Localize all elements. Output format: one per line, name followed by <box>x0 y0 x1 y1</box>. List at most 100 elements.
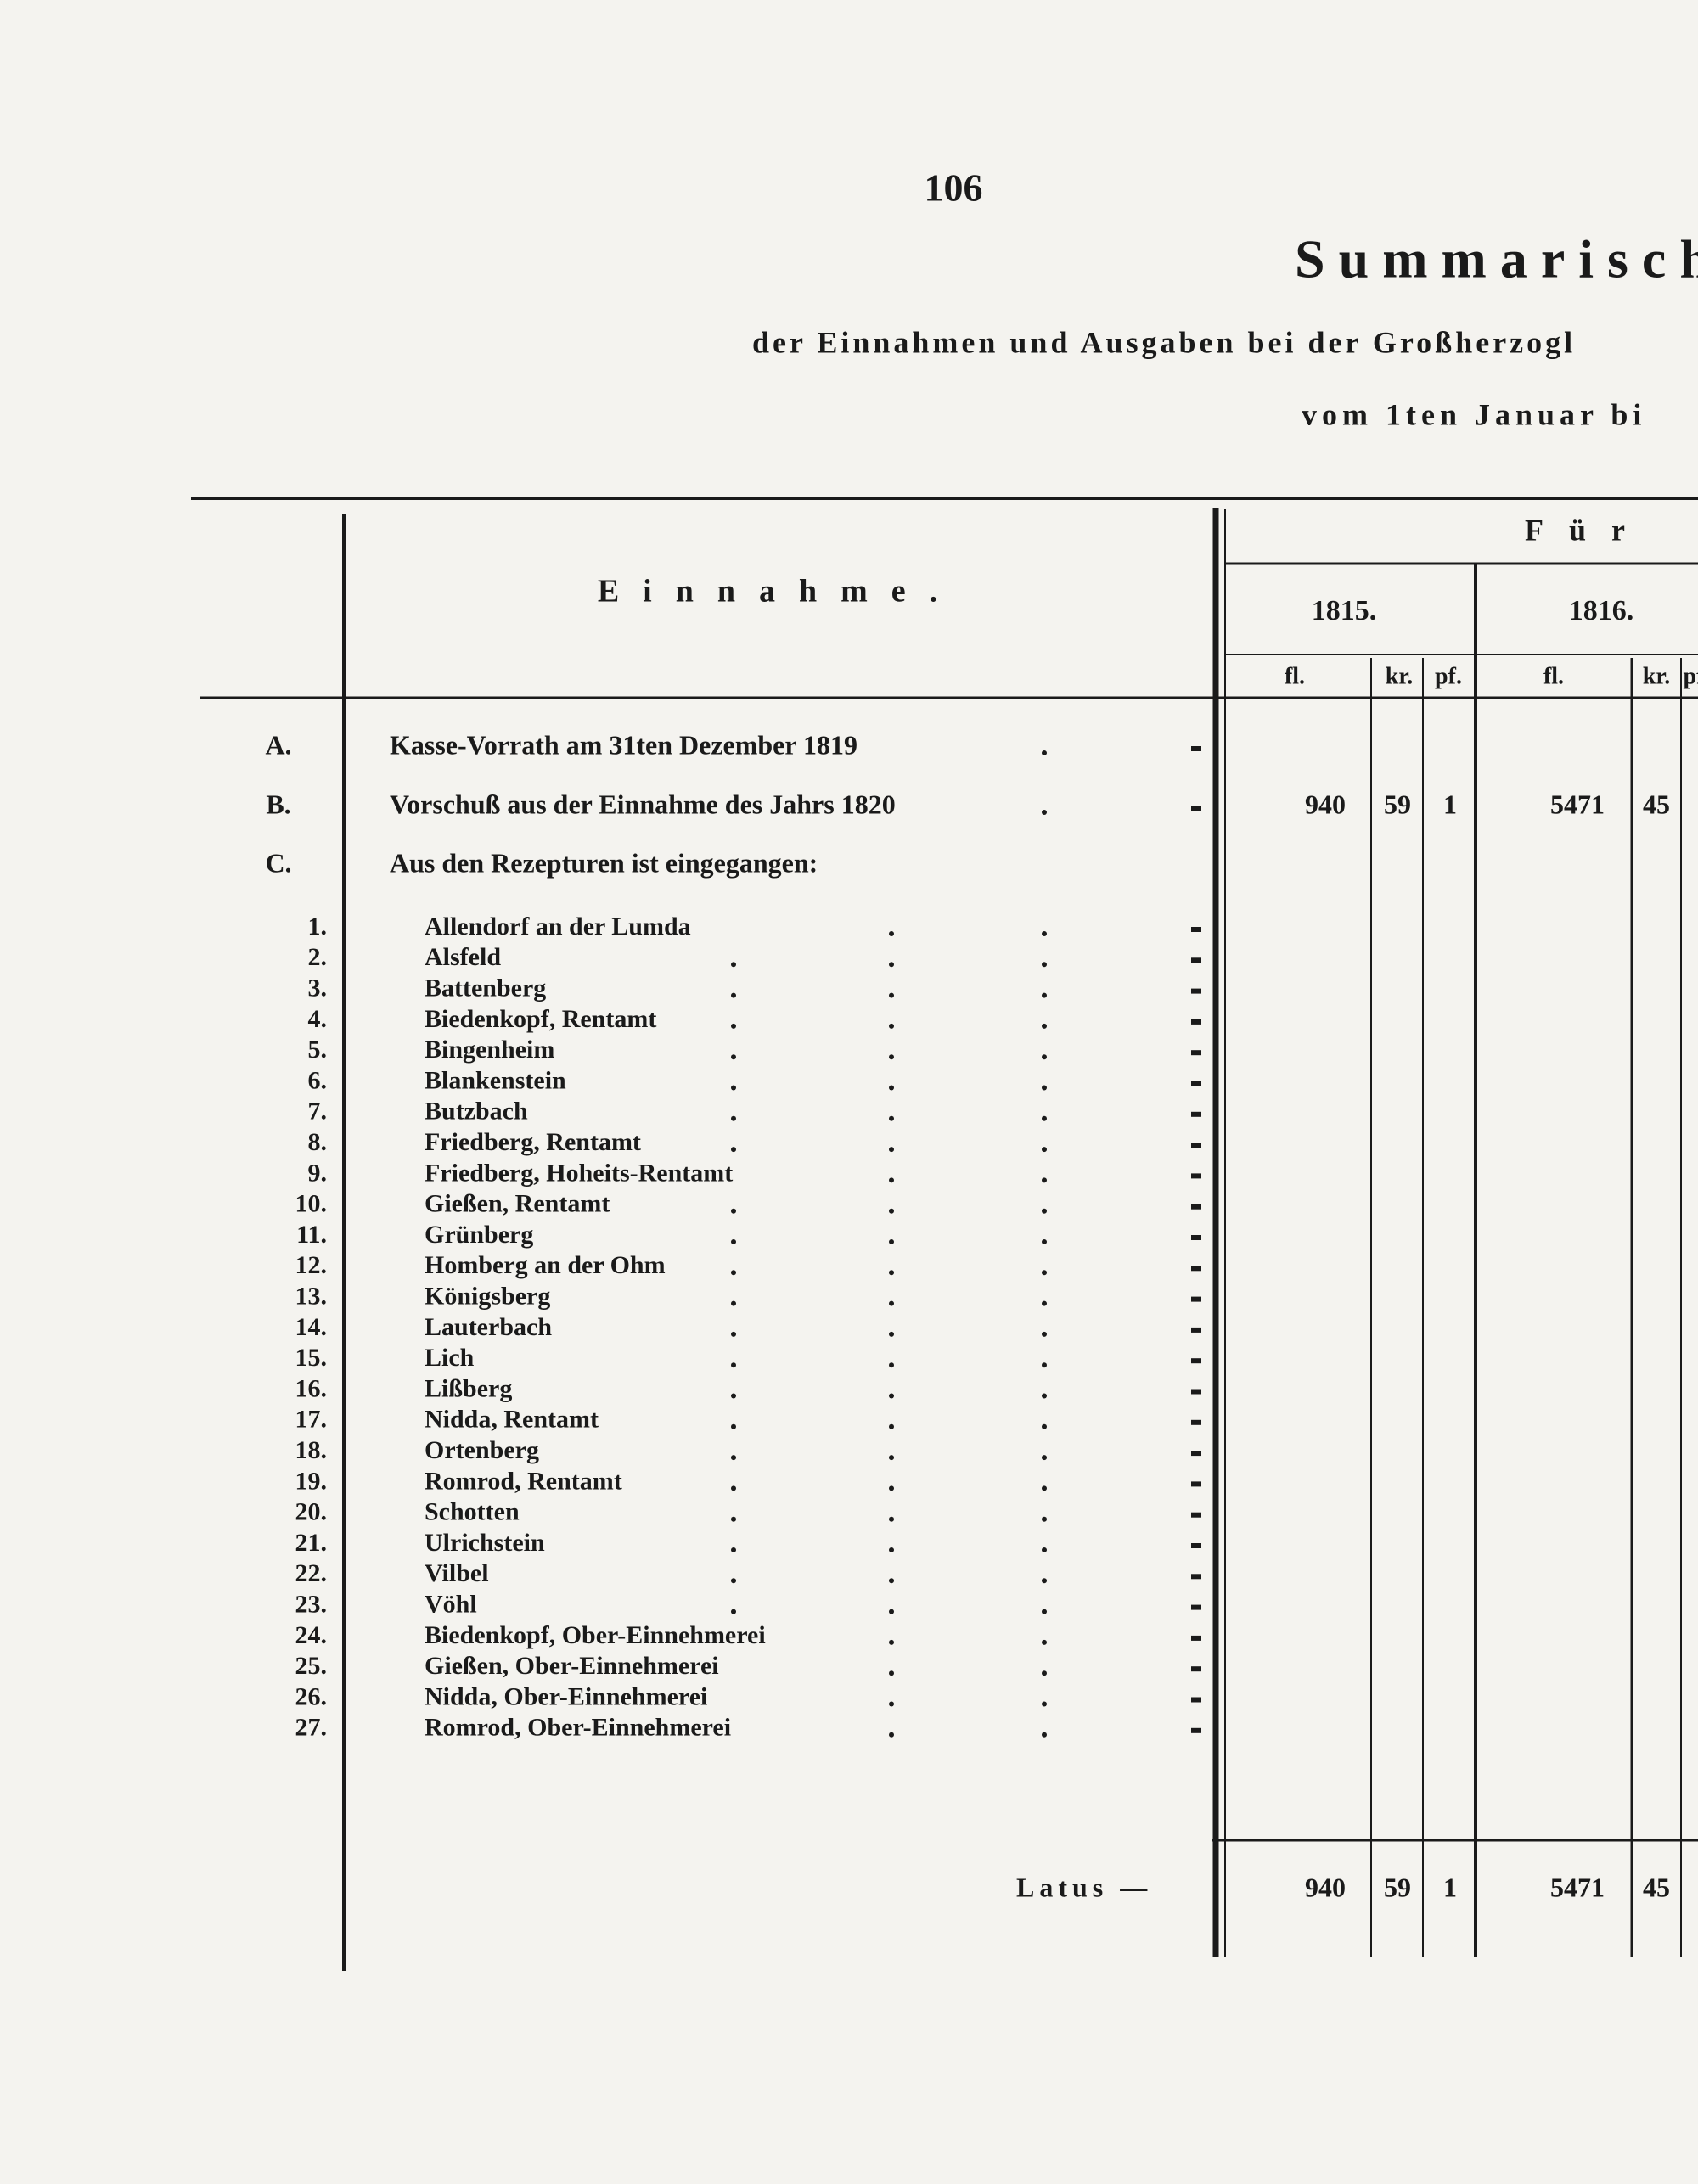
item-name: Lißberg <box>424 1374 512 1402</box>
item-number: 25. <box>295 1652 328 1680</box>
leader-dot <box>889 1516 894 1522</box>
leader-dot <box>1042 1393 1047 1399</box>
item-number: 27. <box>295 1714 328 1742</box>
amount: 45 <box>1643 1872 1670 1902</box>
leader-dot <box>889 1147 894 1153</box>
leader-dot <box>1042 1578 1047 1584</box>
ditto-mark <box>1191 1173 1201 1179</box>
ditto-mark <box>1191 1235 1201 1240</box>
leader-dot <box>731 1208 736 1214</box>
leader-dot <box>889 1023 894 1029</box>
page-number: 106 <box>925 166 983 210</box>
leader-dot <box>1042 1239 1047 1244</box>
item-name: Ortenberg <box>424 1436 539 1464</box>
ditto-mark <box>1191 1635 1201 1641</box>
leader-dot <box>731 1023 736 1029</box>
item-number: 11. <box>296 1221 327 1249</box>
ditto-mark <box>1191 1050 1201 1056</box>
unit-header: kr. <box>1386 663 1413 689</box>
amount: 5471 <box>1550 1872 1605 1902</box>
column-title: Einnahme. <box>598 574 961 609</box>
ditto-mark <box>1191 1512 1201 1518</box>
item-name: Ulrichstein <box>424 1529 545 1557</box>
leader-dot <box>889 1239 894 1244</box>
item-name: Gießen, Ober-Einnehmerei <box>424 1652 719 1680</box>
leader-dot <box>889 1701 894 1707</box>
leader-dot <box>1042 1085 1047 1091</box>
item-name: Grünberg <box>424 1221 533 1249</box>
leader-dot <box>889 1639 894 1645</box>
leader-dot <box>731 1054 736 1060</box>
leader-dot <box>731 1331 736 1337</box>
amount: 59 <box>1384 1872 1411 1902</box>
leader-dot <box>1042 1609 1047 1614</box>
leader-dot <box>1042 1208 1047 1214</box>
leader-dot <box>889 1054 894 1060</box>
amount: 940 <box>1305 789 1346 819</box>
unit-header: fl. <box>1543 663 1564 689</box>
year-header: 1816. <box>1569 595 1634 626</box>
leader-dot <box>1042 810 1047 815</box>
item-number: 4. <box>308 1005 328 1033</box>
leader-dot <box>1042 1362 1047 1368</box>
ditto-mark <box>1191 1604 1201 1610</box>
ditto-mark <box>1191 1266 1201 1272</box>
item-name: Friedberg, Hoheits-Rentamt <box>424 1159 733 1187</box>
leader-dot <box>1042 750 1047 755</box>
ditto-mark <box>1191 1543 1201 1548</box>
ditto-mark <box>1191 1389 1201 1395</box>
section-text: Aus den Rezepturen ist eingegangen: <box>390 847 818 878</box>
leader-dot <box>1042 1701 1047 1707</box>
leader-dot <box>1042 1455 1047 1461</box>
item-number: 18. <box>295 1436 328 1464</box>
item-name: Königsberg <box>424 1282 550 1310</box>
item-name: Lauterbach <box>424 1313 552 1341</box>
leader-dot <box>889 1547 894 1552</box>
amount: 45 <box>1643 789 1670 819</box>
leader-dot <box>1042 931 1047 936</box>
item-number: 22. <box>295 1559 328 1587</box>
item-name: Romrod, Rentamt <box>424 1467 622 1495</box>
leader-dot <box>889 931 894 936</box>
item-name: Schotten <box>424 1498 520 1526</box>
item-name: Friedberg, Rentamt <box>424 1128 641 1156</box>
total-label: Latus — <box>1016 1872 1152 1902</box>
ditto-mark <box>1191 957 1201 963</box>
leader-dot <box>1042 1147 1047 1153</box>
item-number: 13. <box>295 1282 328 1310</box>
leader-dot <box>889 1732 894 1738</box>
leader-dot <box>731 1147 736 1153</box>
leader-dot <box>1042 1485 1047 1491</box>
item-number: 9. <box>308 1159 328 1187</box>
item-number: 16. <box>295 1374 328 1402</box>
title: Summarisch <box>1295 229 1698 289</box>
ditto-mark <box>1191 1143 1201 1148</box>
ditto-mark <box>1191 1727 1201 1733</box>
leader-dot <box>889 1177 894 1183</box>
ditto-mark <box>1191 927 1201 932</box>
leader-dot <box>731 1085 736 1091</box>
amount: 1 <box>1443 1872 1457 1902</box>
item-number: 19. <box>295 1467 328 1495</box>
leader-dot <box>731 1239 736 1244</box>
item-number: 17. <box>295 1406 328 1434</box>
item-name: Alsfeld <box>424 943 501 971</box>
leader-dot <box>731 1578 736 1584</box>
section-text: Vorschuß aus der Einnahme des Jahrs 1820 <box>390 789 896 819</box>
leader-dot <box>1042 1270 1047 1276</box>
ditto-mark <box>1191 1019 1201 1025</box>
item-number: 5. <box>308 1036 328 1064</box>
leader-dot <box>889 1362 894 1368</box>
item-number: 23. <box>295 1590 328 1618</box>
item-number: 24. <box>295 1621 328 1649</box>
ditto-mark <box>1191 1204 1201 1210</box>
item-number: 6. <box>308 1066 328 1094</box>
leader-dot <box>889 1670 894 1676</box>
ditto-mark <box>1191 1574 1201 1580</box>
item-number: 10. <box>295 1190 328 1218</box>
leader-dot <box>1042 1670 1047 1676</box>
leader-dot <box>731 1300 736 1306</box>
section-label: B. <box>266 789 290 819</box>
item-name: Romrod, Ober-Einnehmerei <box>424 1714 731 1742</box>
